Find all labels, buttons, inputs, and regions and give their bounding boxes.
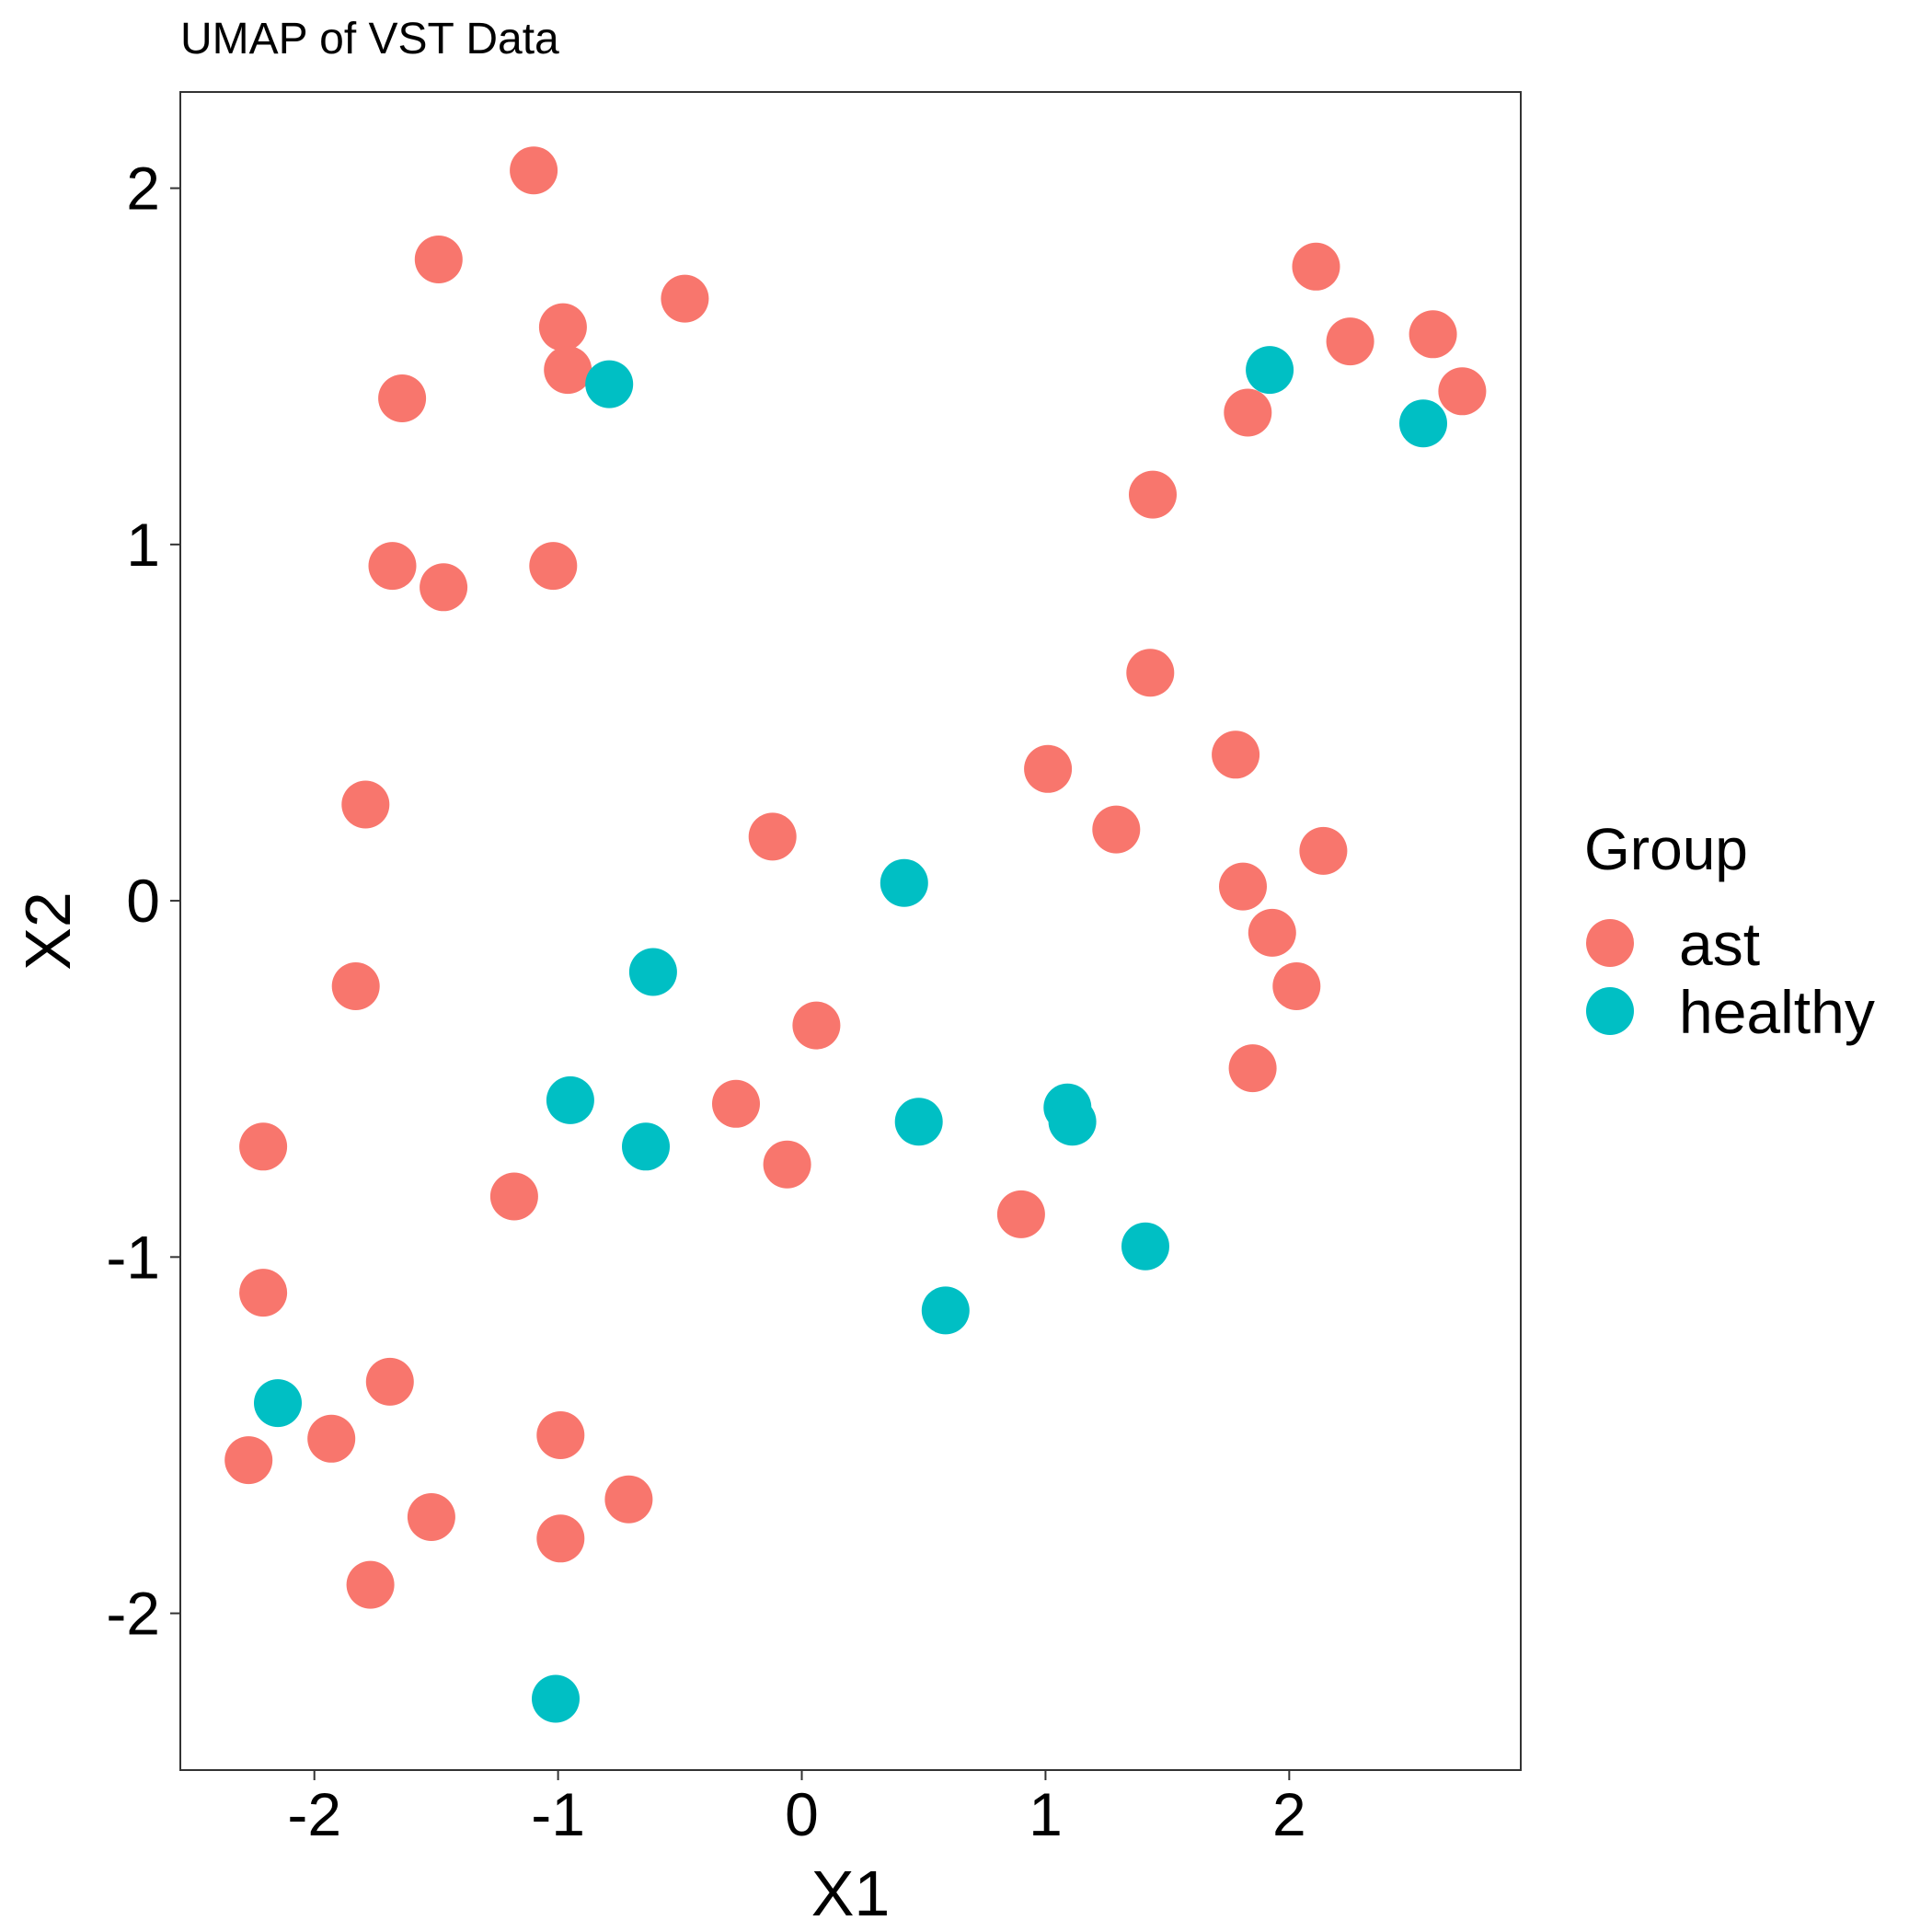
point-ast-31	[1212, 730, 1260, 779]
point-ast-9	[341, 780, 390, 829]
point-ast-40	[1409, 310, 1457, 359]
point-ast-17	[346, 1560, 395, 1609]
point-ast-5	[378, 374, 427, 422]
point-healthy-3	[622, 1122, 670, 1171]
point-ast-30	[1126, 649, 1175, 697]
point-ast-23	[748, 812, 797, 861]
point-ast-8	[529, 542, 578, 591]
point-healthy-1	[628, 948, 677, 996]
x-tick-label-1: -1	[531, 1780, 585, 1848]
point-ast-21	[489, 1172, 538, 1221]
point-healthy-9	[1121, 1222, 1169, 1271]
point-healthy-8	[1048, 1098, 1097, 1146]
point-ast-36	[1299, 826, 1348, 875]
x-tick-label-4: 2	[1272, 1780, 1306, 1848]
point-ast-1	[414, 236, 463, 283]
point-ast-16	[407, 1493, 455, 1541]
x-tick-label-0: -2	[287, 1780, 341, 1848]
point-ast-27	[1024, 744, 1073, 793]
legend-label-healthy: healthy	[1679, 978, 1875, 1046]
point-healthy-12	[254, 1379, 302, 1428]
point-ast-28	[1092, 805, 1141, 854]
legend-key-healthy	[1586, 987, 1634, 1035]
point-ast-4	[544, 346, 592, 395]
point-healthy-10	[1246, 346, 1294, 395]
point-healthy-13	[532, 1674, 580, 1723]
point-ast-33	[1248, 908, 1296, 957]
point-ast-12	[239, 1269, 288, 1317]
x-tick-label-3: 1	[1029, 1780, 1063, 1848]
point-ast-13	[365, 1357, 414, 1406]
x-axis: -2 -1 0 1 2	[287, 1770, 1306, 1848]
point-ast-19	[536, 1514, 585, 1563]
y-tick-label-0: -2	[106, 1580, 160, 1648]
x-axis-label: X1	[811, 1857, 891, 1929]
plot-panel	[179, 91, 1522, 1771]
y-tick-label-2: 0	[126, 867, 160, 935]
legend-key-ast	[1586, 919, 1634, 967]
data-points	[224, 146, 1487, 1723]
point-ast-20	[604, 1475, 653, 1524]
point-ast-32	[1219, 862, 1267, 911]
point-ast-39	[1326, 317, 1374, 366]
point-healthy-5	[894, 1098, 943, 1146]
point-ast-18	[536, 1411, 585, 1459]
point-healthy-6	[921, 1286, 970, 1335]
y-axis-label: X2	[12, 891, 84, 971]
point-ast-37	[1224, 388, 1272, 437]
legend-label-ast: ast	[1679, 910, 1760, 978]
point-healthy-11	[1399, 399, 1447, 448]
chart-title: UMAP of VST Data	[180, 15, 559, 63]
point-ast-35	[1228, 1044, 1277, 1093]
legend-title: Group	[1584, 816, 1748, 882]
y-tick-label-3: 1	[126, 511, 160, 579]
point-ast-26	[996, 1190, 1045, 1238]
point-healthy-4	[880, 858, 928, 907]
point-ast-29	[1129, 470, 1177, 519]
point-ast-11	[239, 1122, 288, 1171]
point-ast-14	[307, 1414, 356, 1463]
point-ast-7	[420, 563, 468, 612]
point-healthy-0	[585, 360, 634, 408]
point-ast-41	[1438, 367, 1487, 416]
point-ast-0	[510, 146, 558, 195]
y-axis: -2 -1 0 1 2	[106, 155, 180, 1648]
point-ast-38	[1292, 242, 1340, 291]
point-ast-2	[661, 274, 709, 323]
y-tick-label-4: 2	[126, 155, 160, 223]
point-ast-22	[712, 1079, 760, 1128]
point-healthy-2	[546, 1075, 594, 1124]
point-ast-24	[792, 1001, 841, 1050]
point-ast-15	[224, 1436, 273, 1485]
point-ast-34	[1272, 962, 1321, 1010]
y-tick-label-1: -1	[106, 1223, 160, 1291]
point-ast-3	[538, 303, 587, 351]
point-ast-6	[368, 542, 417, 591]
x-tick-label-2: 0	[785, 1780, 819, 1848]
point-ast-25	[763, 1140, 811, 1189]
point-ast-10	[331, 962, 380, 1010]
